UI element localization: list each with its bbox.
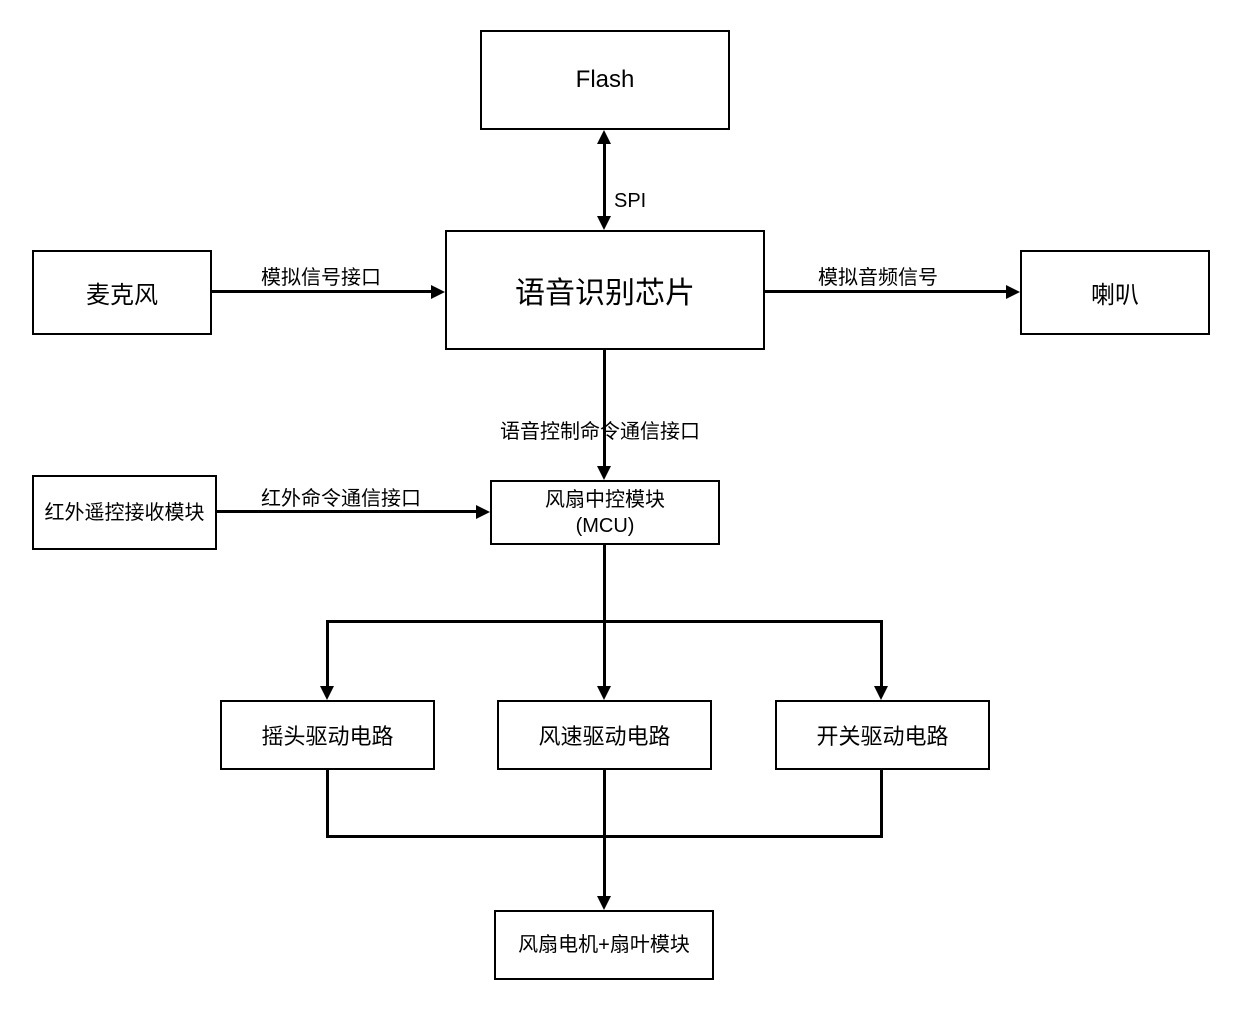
speaker-label: 喇叭 [1091,275,1139,310]
voice-mcu-arrow [597,466,611,480]
voice-cmd-label: 语音控制命令通信接口 [500,415,700,444]
microphone-label: 麦克风 [86,275,158,310]
flash-label: Flash [576,66,635,94]
branch-oscillate-arrow [320,686,334,700]
flash-box: Flash [480,30,730,130]
speed-driver-label: 风速驱动电路 [538,719,670,751]
spi-label: SPI [614,190,646,213]
merge-down [603,835,606,896]
branch-speed-arrow [597,686,611,700]
spi-arrow-up [597,130,611,144]
mcu-label-line2: (MCU) [576,513,635,539]
motor-label: 风扇电机+扇叶模块 [518,932,690,958]
speaker-box: 喇叭 [1020,250,1210,335]
mcu-label-line1: 风扇中控模块 [545,487,665,513]
microphone-box: 麦克风 [32,250,212,335]
ir-cmd-label: 红外命令通信接口 [261,482,421,511]
oscillate-down [326,770,329,838]
speaker-arrow [1006,285,1020,299]
analog-signal-label: 模拟信号接口 [261,261,381,290]
analog-audio-label: 模拟音频信号 [818,261,938,290]
switch-down [880,770,883,838]
spi-arrow-down [597,216,611,230]
switch-driver-label: 开关驱动电路 [816,719,948,751]
ir-mcu-arrow [476,505,490,519]
mcu-down-edge [603,545,606,623]
branch-speed [603,620,606,686]
branch-switch [880,620,883,686]
voice-chip-label: 语音识别芯片 [515,268,695,312]
branch-switch-arrow [874,686,888,700]
oscillate-driver-box: 摇头驱动电路 [220,700,435,770]
mic-edge [212,290,431,293]
voice-mcu-edge [603,350,606,466]
ir-receiver-label: 红外遥控接收模块 [45,500,205,526]
ir-receiver-box: 红外遥控接收模块 [32,475,217,550]
spi-edge [603,144,606,216]
speaker-edge [765,290,1006,293]
motor-box: 风扇电机+扇叶模块 [494,910,714,980]
oscillate-driver-label: 摇头驱动电路 [261,719,393,751]
branch-oscillate [326,620,329,686]
switch-driver-box: 开关驱动电路 [775,700,990,770]
mic-arrow [431,285,445,299]
mcu-box: 风扇中控模块 (MCU) [490,480,720,545]
speed-driver-box: 风速驱动电路 [497,700,712,770]
voice-chip-box: 语音识别芯片 [445,230,765,350]
merge-arrow [597,896,611,910]
speed-down [603,770,606,838]
